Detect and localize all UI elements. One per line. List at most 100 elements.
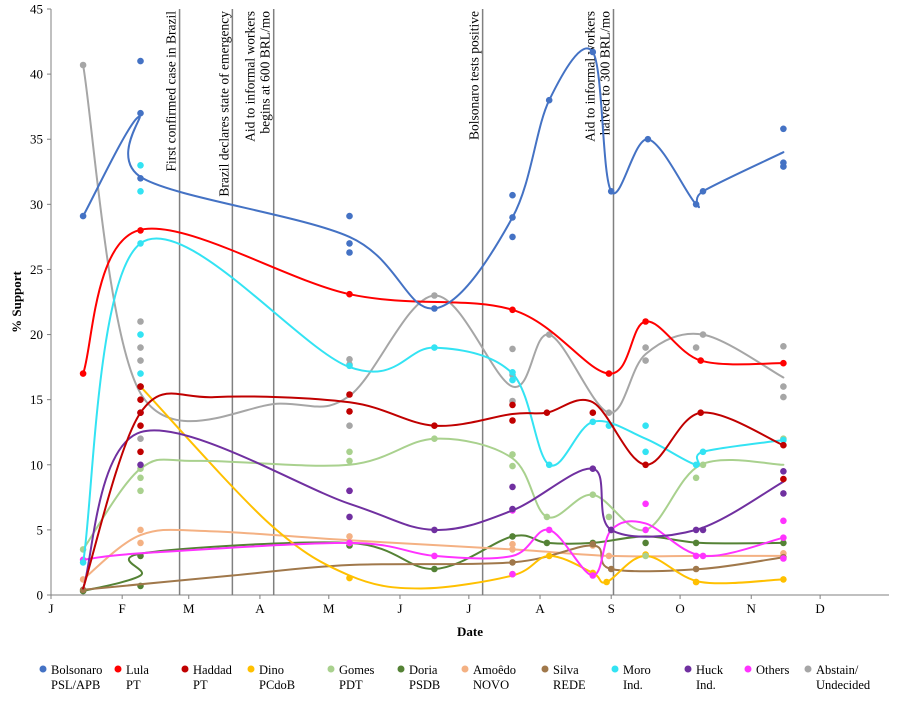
legend-name: Lula	[126, 663, 149, 677]
y-axis-title: % Support	[9, 270, 24, 332]
data-point-haddad	[346, 391, 353, 398]
data-point-bolsonaro	[509, 233, 516, 241]
series-line-others	[82, 520, 785, 577]
legend-party: PT	[126, 678, 141, 692]
x-tick-label: J	[397, 601, 402, 616]
series-line-gomes	[82, 437, 785, 551]
series-bolsonaro	[79, 47, 787, 312]
data-point-moro	[699, 448, 707, 456]
data-point-abstain	[431, 292, 438, 299]
legend-marker-silva	[541, 665, 549, 673]
data-point-lula	[780, 359, 787, 367]
event-markers: First confirmed case in Brazil Brazil dec…	[164, 9, 615, 595]
data-point-moro	[346, 362, 353, 370]
x-tick-label: S	[608, 601, 615, 616]
data-point-moro	[137, 188, 144, 195]
legend: BolsonaroPSL/APBLulaPTHaddadPTDinoPCdoBG…	[39, 663, 871, 692]
x-tick-label: N	[747, 601, 757, 616]
data-point-haddad	[780, 475, 787, 483]
data-point-bolsonaro	[545, 96, 553, 104]
data-point-moro	[692, 461, 700, 469]
data-point-others	[431, 552, 438, 560]
data-point-huck	[137, 461, 144, 469]
series-haddad	[82, 383, 787, 590]
data-point-huck	[699, 526, 707, 534]
legend-marker-haddad	[181, 665, 189, 673]
legend-item-abstain: Abstain/Undecided	[804, 663, 871, 692]
event-label: First confirmed case in Brazil	[164, 11, 179, 172]
data-point-doria	[692, 539, 700, 547]
data-point-gomes	[431, 435, 438, 443]
legend-marker-gomes	[327, 665, 335, 673]
data-point-huck	[346, 487, 353, 495]
data-point-moro	[137, 370, 144, 377]
data-point-abstain	[605, 409, 613, 417]
data-point-huck	[431, 526, 438, 534]
data-point-bolsonaro	[346, 240, 353, 247]
series-lula	[79, 227, 787, 377]
data-point-moro	[545, 461, 553, 469]
data-point-others	[642, 526, 649, 534]
data-point-lula	[642, 318, 649, 325]
data-point-gomes	[346, 457, 353, 465]
series-line-huck	[82, 429, 785, 590]
data-point-dino	[346, 574, 353, 582]
data-point-bolsonaro	[780, 163, 787, 170]
series-line-bolsonaro	[82, 47, 785, 310]
legend-party: NOVO	[473, 678, 509, 692]
legend-name: Huck	[696, 663, 724, 677]
legend-item-others: Others	[744, 663, 789, 677]
data-point-haddad	[509, 401, 516, 409]
event-label: Brazil declares state of emergency	[216, 11, 231, 197]
data-point-lula	[605, 370, 613, 377]
data-point-others	[780, 517, 787, 525]
series-layer	[79, 47, 787, 595]
data-point-gomes	[692, 474, 700, 482]
data-point-gomes	[699, 461, 707, 469]
data-point-haddad	[137, 383, 144, 390]
y-tick-label: 25	[30, 262, 43, 277]
data-point-bolsonaro	[780, 125, 787, 133]
data-point-haddad	[137, 448, 144, 456]
data-point-bolsonaro	[79, 212, 87, 220]
data-point-abstain	[692, 344, 700, 351]
data-point-silva	[692, 565, 700, 573]
data-point-bolsonaro	[699, 188, 707, 195]
data-point-silva	[607, 565, 615, 573]
legend-name: Moro	[623, 663, 651, 677]
y-tick-label: 45	[30, 2, 43, 17]
data-point-silva	[509, 559, 516, 566]
x-tick-label: F	[119, 601, 126, 616]
x-tick-label: M	[323, 601, 335, 616]
data-point-doria	[431, 565, 438, 573]
data-point-bolsonaro	[509, 191, 516, 199]
y-tick-label: 15	[30, 392, 43, 407]
data-point-doria	[780, 539, 787, 547]
data-point-others	[642, 500, 649, 508]
data-point-haddad	[509, 417, 516, 424]
legend-party: PCdoB	[259, 678, 295, 692]
data-point-huck	[589, 465, 597, 473]
data-point-haddad	[137, 409, 144, 417]
data-point-bolsonaro	[346, 249, 353, 256]
data-point-huck	[780, 490, 787, 497]
x-tick-label: A	[255, 601, 265, 616]
legend-marker-abstain	[804, 665, 812, 673]
x-tick-label: M	[183, 601, 195, 616]
data-point-others	[509, 570, 516, 578]
y-tick-label: 20	[30, 327, 43, 342]
y-tick-label: 0	[37, 588, 44, 603]
data-point-bolsonaro	[137, 109, 144, 117]
data-point-haddad	[431, 422, 438, 430]
legend-name: Abstain/	[816, 663, 859, 677]
data-point-abstain	[79, 61, 87, 69]
legend-marker-others	[744, 665, 752, 673]
data-point-amodo	[346, 533, 353, 540]
data-point-others	[589, 572, 597, 579]
data-point-haddad	[137, 396, 144, 404]
